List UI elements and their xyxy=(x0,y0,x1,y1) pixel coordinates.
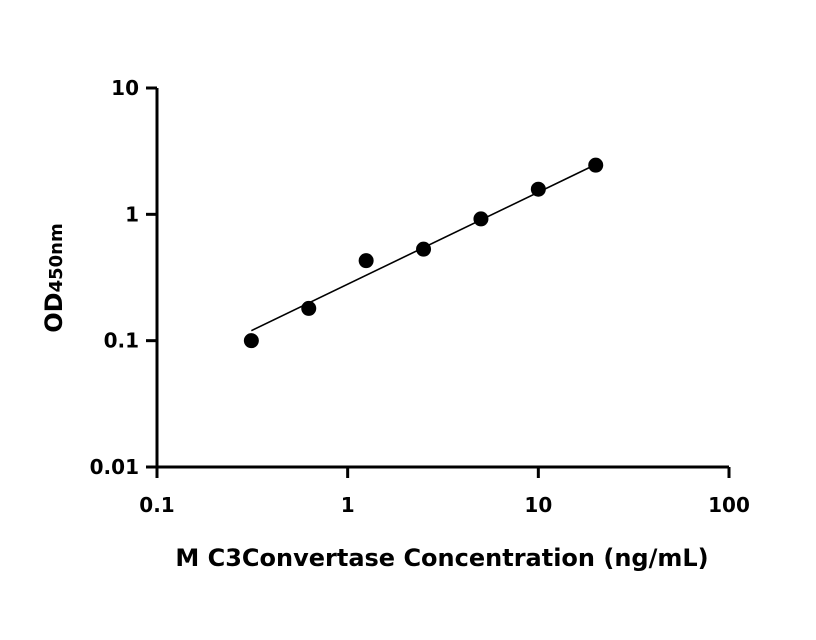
data-point xyxy=(530,181,546,197)
data-point xyxy=(416,241,432,257)
data-point xyxy=(358,253,374,269)
data-point xyxy=(588,157,604,173)
x-axis-title: M C3Convertase Concentration (ng/mL) xyxy=(175,544,708,572)
x-tick-label: 100 xyxy=(708,493,750,517)
y-axis-title: OD450nm xyxy=(40,223,68,332)
y-tick-label: 10 xyxy=(111,76,139,100)
data-points xyxy=(243,157,604,349)
x-tick-label: 10 xyxy=(524,493,552,517)
x-tick-label: 1 xyxy=(341,493,355,517)
y-tick-label: 0.1 xyxy=(104,329,139,353)
axis-labels: M C3Convertase Concentration (ng/mL) OD4… xyxy=(40,223,709,572)
x-tick-label: 0.1 xyxy=(139,493,174,517)
y-tick-label: 1 xyxy=(125,202,139,226)
y-axis-title-main: OD xyxy=(40,292,68,332)
data-point xyxy=(301,300,317,316)
data-point xyxy=(473,211,489,227)
data-point xyxy=(243,333,259,349)
y-axis-title-sub: 450nm xyxy=(46,223,67,292)
y-tick-label: 0.01 xyxy=(90,455,139,479)
